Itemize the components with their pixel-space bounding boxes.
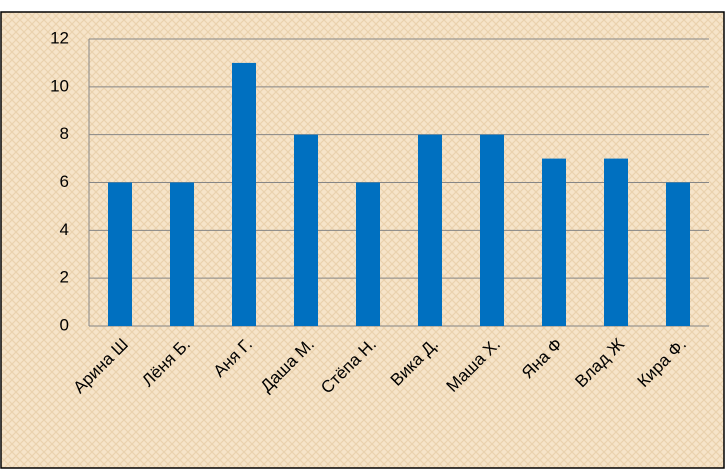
bar (542, 158, 566, 326)
bar (294, 134, 318, 326)
y-tick-label: 12 (50, 28, 69, 47)
bar (108, 182, 132, 326)
y-tick-label: 10 (50, 76, 69, 95)
bar (418, 134, 442, 326)
bar (480, 134, 504, 326)
bar (666, 182, 690, 326)
y-tick-label: 4 (60, 220, 69, 239)
y-tick-label: 8 (60, 124, 69, 143)
bar (170, 182, 194, 326)
y-tick-label: 2 (60, 268, 69, 287)
y-tick-label: 0 (60, 315, 69, 334)
bar (232, 62, 256, 327)
bar (356, 182, 380, 326)
y-tick-label: 6 (60, 172, 69, 191)
bar (604, 158, 628, 326)
